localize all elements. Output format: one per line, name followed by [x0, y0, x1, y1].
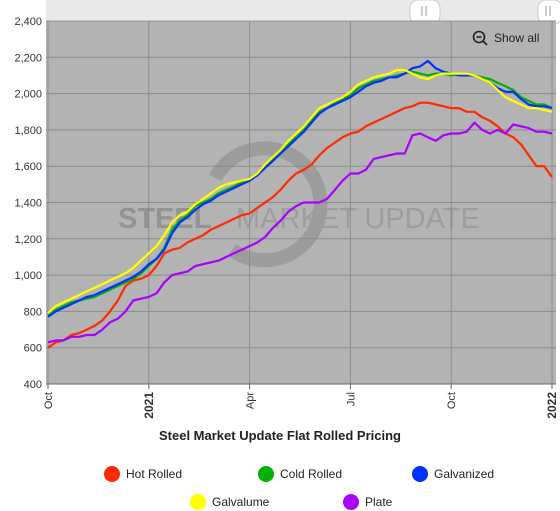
- show-all-button[interactable]: Show all: [472, 30, 539, 46]
- legend-marker: [343, 494, 359, 510]
- legend-label: Cold Rolled: [280, 467, 343, 481]
- series-line-hot-rolled[interactable]: [47, 101, 553, 349]
- legend-item-galvalume[interactable]: Galvalume: [190, 494, 269, 510]
- y-tick-label: 1,000: [14, 270, 42, 282]
- watermark-swoosh: [208, 141, 328, 268]
- x-tick-label: Oct: [446, 392, 458, 409]
- x-tick-label: Apr: [245, 392, 257, 409]
- series-line-galvanized[interactable]: [47, 59, 553, 318]
- legend-label: Plate: [365, 495, 393, 509]
- watermark-text-market-update: MARKET UPDATE: [236, 203, 480, 235]
- y-tick-label: 800: [24, 306, 42, 318]
- legend-item-plate[interactable]: Plate: [343, 494, 392, 510]
- series-line-galvalume[interactable]: [47, 68, 553, 315]
- navigator-window[interactable]: [46, 0, 546, 20]
- legend-label: Galvalume: [212, 495, 270, 509]
- y-tick-label: 600: [24, 343, 42, 355]
- chart-title: Steel Market Update Flat Rolled Pricing: [159, 428, 401, 443]
- x-tick-label: 2022: [545, 392, 559, 419]
- navigator-handle-right[interactable]: [537, 0, 560, 25]
- y-tick-label: 2,200: [14, 52, 42, 64]
- y-tick-label: 1,200: [14, 234, 42, 246]
- legend-item-hot-rolled[interactable]: Hot Rolled: [104, 466, 182, 482]
- y-tick-label: 400: [24, 379, 42, 391]
- x-tick-label: Jul: [345, 392, 357, 406]
- y-tick-label: 2,000: [14, 89, 42, 101]
- x-tick-label: Oct: [43, 392, 55, 409]
- legend-label: Hot Rolled: [126, 467, 183, 481]
- legend-marker: [258, 466, 274, 482]
- series-line-plate[interactable]: [47, 121, 553, 344]
- x-tick-label: 2021: [142, 392, 156, 419]
- y-tick-label: 1,800: [14, 125, 42, 137]
- legend-item-galvanized[interactable]: Galvanized: [412, 466, 494, 482]
- line-chart: STEEL MARKET UPDATE 4006008001,0001,2001…: [14, 0, 560, 419]
- legend-item-cold-rolled[interactable]: Cold Rolled: [258, 466, 342, 482]
- legend-marker: [190, 494, 206, 510]
- legend-label: Galvanized: [434, 467, 495, 481]
- legend-marker: [412, 466, 428, 482]
- y-tick-label: 1,600: [14, 161, 42, 173]
- y-tick-label: 2,400: [14, 16, 42, 28]
- show-all-label: Show all: [494, 31, 540, 45]
- legend-marker: [104, 466, 120, 482]
- y-tick-label: 1,400: [14, 198, 42, 210]
- zoom-out-icon: [472, 30, 488, 46]
- navigator-handle-left[interactable]: [409, 0, 441, 25]
